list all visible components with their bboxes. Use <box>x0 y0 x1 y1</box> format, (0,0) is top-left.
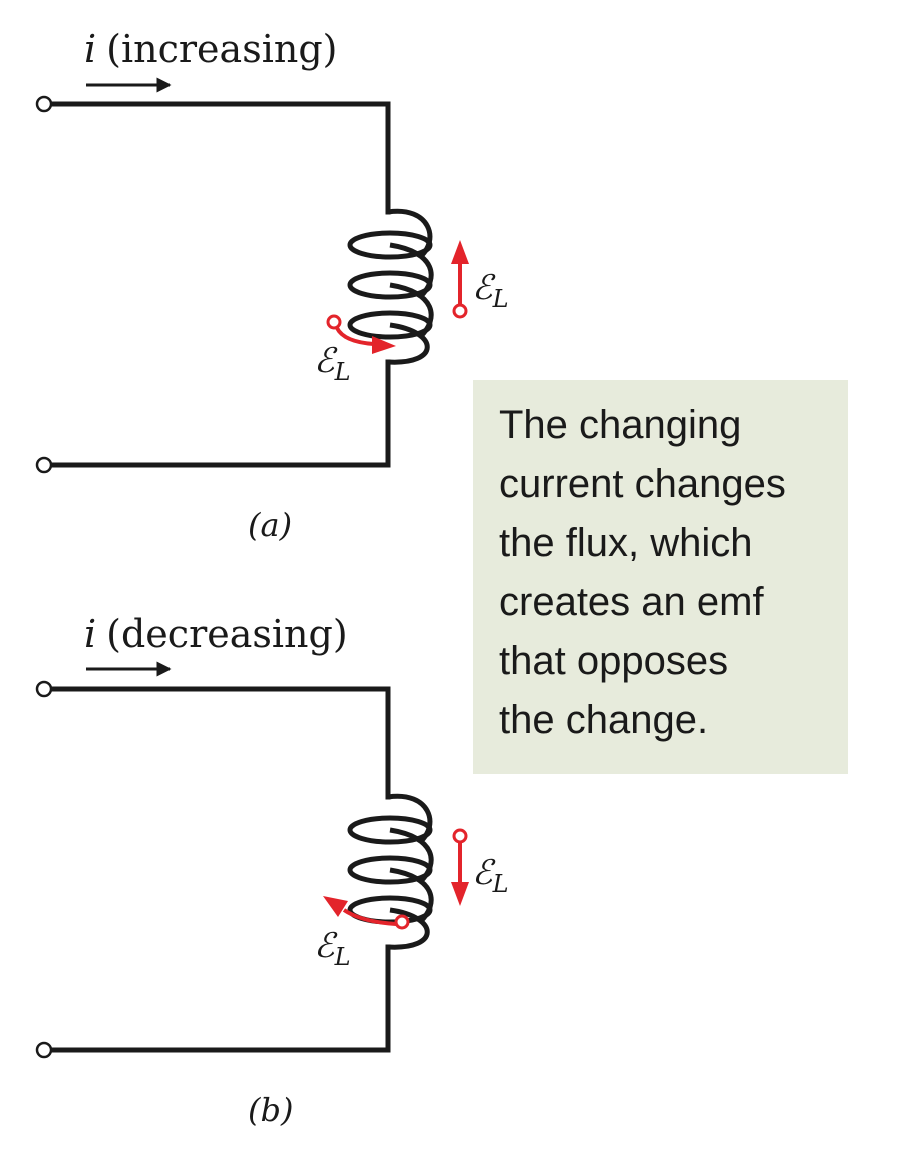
bottom-wire-a <box>49 359 391 468</box>
svg-text:i(increasing): i (increasing) <box>84 27 337 71</box>
current-symbol-a: i <box>84 27 96 71</box>
panel-label-b: (b) <box>248 1091 293 1129</box>
caption-line: the flux, which <box>499 521 753 565</box>
terminal-top-b <box>35 680 53 698</box>
caption-line: the change. <box>499 698 709 742</box>
emf-arrow-curved-b <box>323 896 410 930</box>
emf-label-vertical-b: ℰL <box>472 853 509 898</box>
inductor-coil-b <box>387 793 434 950</box>
caption-line: current changes <box>499 462 786 506</box>
emf-arrow-curved-a <box>326 314 396 354</box>
panel-a: i (increasing) ℰL <box>35 27 509 544</box>
terminal-bottom-a <box>35 456 53 474</box>
current-symbol-b: i <box>84 612 96 656</box>
caption-line: creates an emf <box>499 580 764 624</box>
caption-line: The changing <box>499 403 742 447</box>
caption-line: that opposes <box>499 639 729 683</box>
emf-label-curved-a: ℰL <box>314 341 351 386</box>
emf-label-vertical-a: ℰL <box>472 268 509 313</box>
emf-arrow-vertical-b <box>451 828 469 906</box>
inductor-coil-a <box>387 208 434 365</box>
bottom-wire-b <box>49 944 391 1053</box>
terminal-bottom-b <box>35 1041 53 1059</box>
terminal-top-a <box>35 95 53 113</box>
current-label-b: (decreasing) <box>106 612 348 656</box>
emf-label-curved-b: ℰL <box>314 926 351 971</box>
top-wire-b <box>49 686 391 800</box>
panel-b: i (decreasing) ℰL ℰL <box>35 612 509 1129</box>
svg-text:i(decreasing): i (decreasing) <box>84 612 348 656</box>
top-wire-a <box>49 101 391 215</box>
caption-box: The changing current changes the flux, w… <box>473 380 848 774</box>
current-label-a: (increasing) <box>106 27 337 71</box>
panel-label-a: (a) <box>248 506 292 544</box>
emf-arrow-vertical-a <box>451 240 469 319</box>
